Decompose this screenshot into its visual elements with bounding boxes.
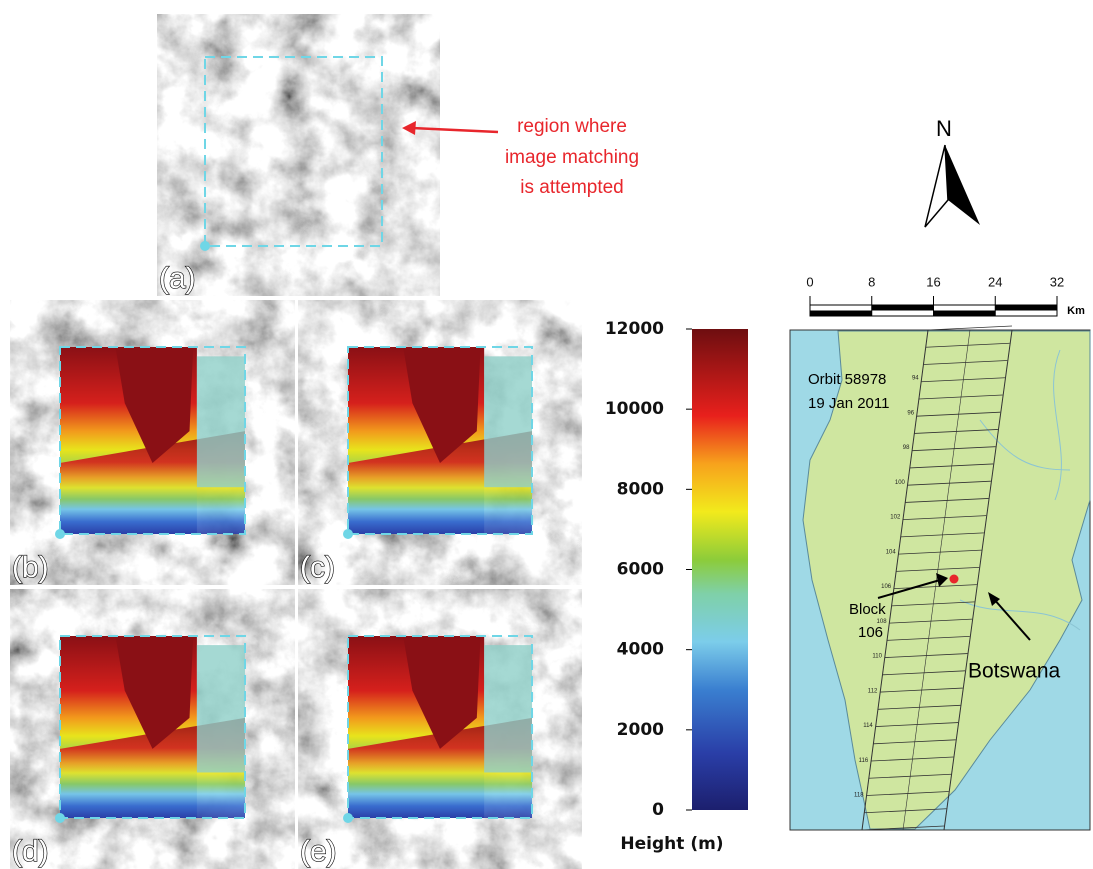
colorbar: Height (m) 0 2000 4000 6000 8000 10000 12000 — [605, 319, 748, 854]
scale-tick-label: 24 — [988, 274, 1002, 289]
region-corner — [343, 813, 353, 823]
annotation-line: is attempted — [520, 177, 624, 198]
height-field — [484, 356, 532, 487]
scale-tick-label: 16 — [926, 274, 940, 289]
block-location — [950, 575, 959, 584]
swath-block — [928, 326, 1012, 330]
region-corner — [200, 241, 210, 251]
panel-label: (e) — [300, 835, 337, 868]
scale-segment — [995, 305, 1057, 311]
panel-image — [10, 300, 295, 585]
height-field — [197, 645, 245, 772]
block-label: 106 — [858, 624, 883, 641]
block-number: 100 — [895, 480, 906, 486]
panel: (e) — [298, 589, 582, 869]
block-number: 94 — [912, 376, 919, 382]
scale-tick-label: 32 — [1050, 274, 1064, 289]
region-label: Botswana — [968, 660, 1061, 683]
block-number: 116 — [859, 758, 869, 764]
panel-label: (a) — [159, 262, 196, 295]
height-field — [197, 356, 245, 487]
colorbar-ramp — [692, 329, 748, 810]
cloud-texture — [157, 14, 440, 296]
figure: (a) (b) (c) (d) (e) region where image match… — [0, 0, 1093, 869]
panel-image — [298, 589, 582, 869]
arrow-left — [925, 145, 948, 227]
scale-segment — [872, 305, 934, 311]
image-panels: (a) (b) (c) (d) (e) — [10, 14, 582, 869]
panel: (a) — [157, 14, 440, 296]
panel-image — [157, 14, 440, 296]
block-number: 96 — [907, 410, 914, 416]
block-label: Block — [849, 601, 886, 618]
colorbar-tick-label: 12000 — [605, 319, 664, 339]
region-corner — [55, 813, 65, 823]
block-number: 114 — [863, 723, 873, 729]
colorbar-label: Height (m) — [620, 834, 723, 854]
panel: (d) — [10, 589, 295, 869]
panel-label: (c) — [300, 551, 335, 584]
colorbar-tick-label: 0 — [652, 800, 664, 820]
scale-tick-label: 8 — [868, 274, 875, 289]
colorbar-tick-label: 4000 — [617, 640, 664, 660]
scale-segment — [934, 311, 996, 317]
height-field — [484, 645, 532, 772]
panel-image — [298, 300, 582, 585]
panel: (b) — [10, 300, 295, 585]
block-number: 112 — [868, 688, 878, 694]
scale-tick-label: 0 — [806, 274, 813, 289]
colorbar-tick-label: 10000 — [605, 399, 664, 419]
block-number: 106 — [881, 584, 892, 590]
block-number: 118 — [854, 793, 864, 799]
date-label: 19 Jan 2011 — [808, 395, 889, 412]
region-corner — [343, 529, 353, 539]
block-number: 104 — [886, 549, 897, 555]
panel: (c) — [298, 300, 582, 585]
colorbar-tick-label: 8000 — [617, 479, 664, 499]
panel-label: (d) — [12, 835, 49, 868]
scale-unit: Km — [1067, 305, 1085, 317]
arrow-right — [945, 145, 980, 225]
block-number: 110 — [872, 654, 882, 660]
annotation-line: region where — [517, 116, 627, 137]
north-label: N — [936, 116, 952, 141]
scale-segment — [810, 311, 872, 317]
colorbar-tick-label: 2000 — [617, 720, 664, 740]
panel-image — [10, 589, 295, 869]
scale-bar: Km 0 8 16 24 32 — [806, 274, 1085, 316]
panel-label: (b) — [12, 551, 49, 584]
region-corner — [55, 529, 65, 539]
block-number: 98 — [903, 445, 910, 451]
annotation-line: image matching — [505, 147, 639, 168]
block-number: 102 — [890, 515, 901, 521]
colorbar-tick-label: 6000 — [617, 560, 664, 580]
north-arrow: N — [925, 116, 980, 227]
orbit-label: Orbit 58978 — [808, 371, 886, 388]
